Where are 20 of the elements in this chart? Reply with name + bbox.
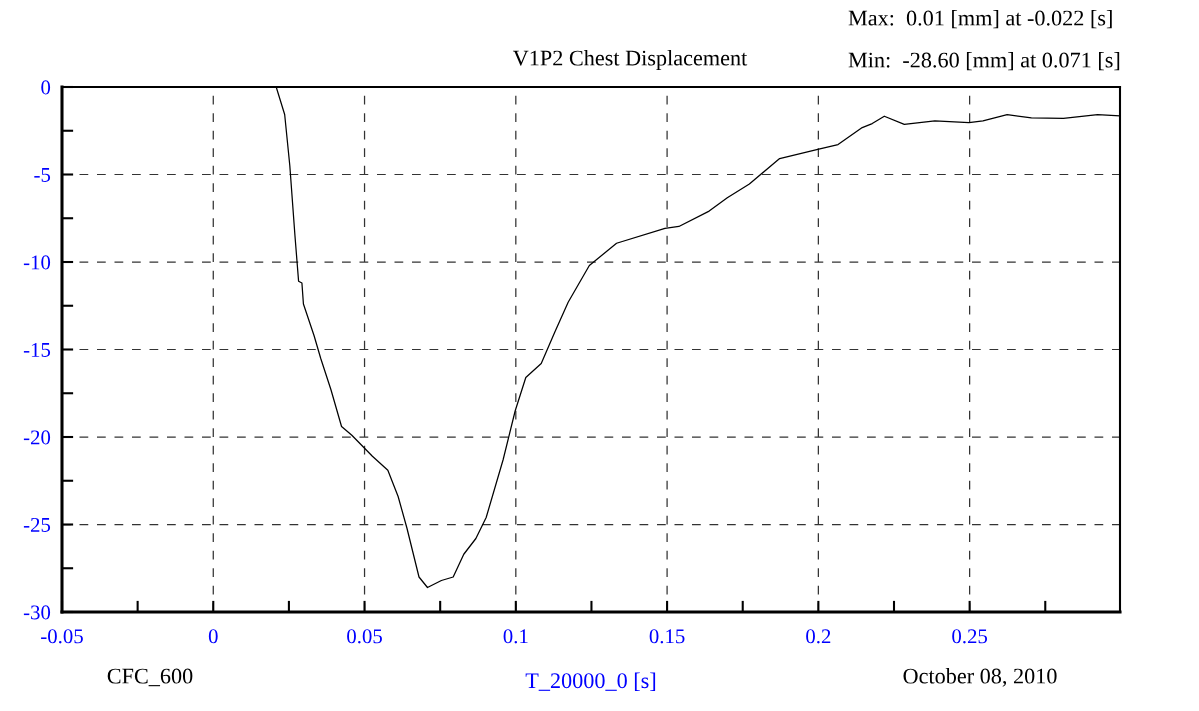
x-tick-label: 0.25 xyxy=(952,629,988,644)
y-tick-label: -30 xyxy=(23,605,51,620)
x-tick-label: -0.05 xyxy=(41,629,83,644)
x-tick-label: 0.2 xyxy=(806,629,831,644)
x-tick-label: 0.15 xyxy=(649,629,685,644)
chart-title: V1P2 Chest Displacement xyxy=(512,49,748,71)
x-axis-title: T_20000_0 [s] xyxy=(525,672,656,691)
x-tick-label: 0.05 xyxy=(347,629,382,644)
text: CFC_600 xyxy=(107,668,193,687)
y-tick-label: 0 xyxy=(41,80,51,95)
text: October 08, 2010 xyxy=(903,667,1057,687)
x-tick-label: 0.1 xyxy=(503,629,528,644)
y-tick-label: -20 xyxy=(23,430,51,445)
y-tick-label: -25 xyxy=(23,517,51,532)
y-tick-label: -10 xyxy=(23,255,51,270)
text: Max: 0.01 [mm] at -0.022 [s] xyxy=(848,9,1112,29)
y-tick-label: -5 xyxy=(34,168,51,182)
x-tick-label: 0 xyxy=(208,629,218,644)
text: Min: -28.60 [mm] at 0.071 [s] xyxy=(848,51,1120,71)
y-tick-label: -15 xyxy=(23,342,51,357)
